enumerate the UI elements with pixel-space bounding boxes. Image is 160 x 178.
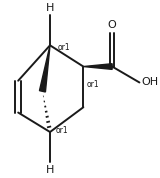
- Text: or1: or1: [56, 126, 69, 135]
- Text: OH: OH: [141, 77, 158, 87]
- Text: O: O: [108, 20, 116, 30]
- Text: or1: or1: [86, 80, 99, 89]
- Polygon shape: [83, 64, 112, 69]
- Text: or1: or1: [58, 43, 70, 52]
- Polygon shape: [40, 45, 50, 92]
- Text: H: H: [46, 165, 54, 175]
- Text: H: H: [46, 3, 54, 13]
